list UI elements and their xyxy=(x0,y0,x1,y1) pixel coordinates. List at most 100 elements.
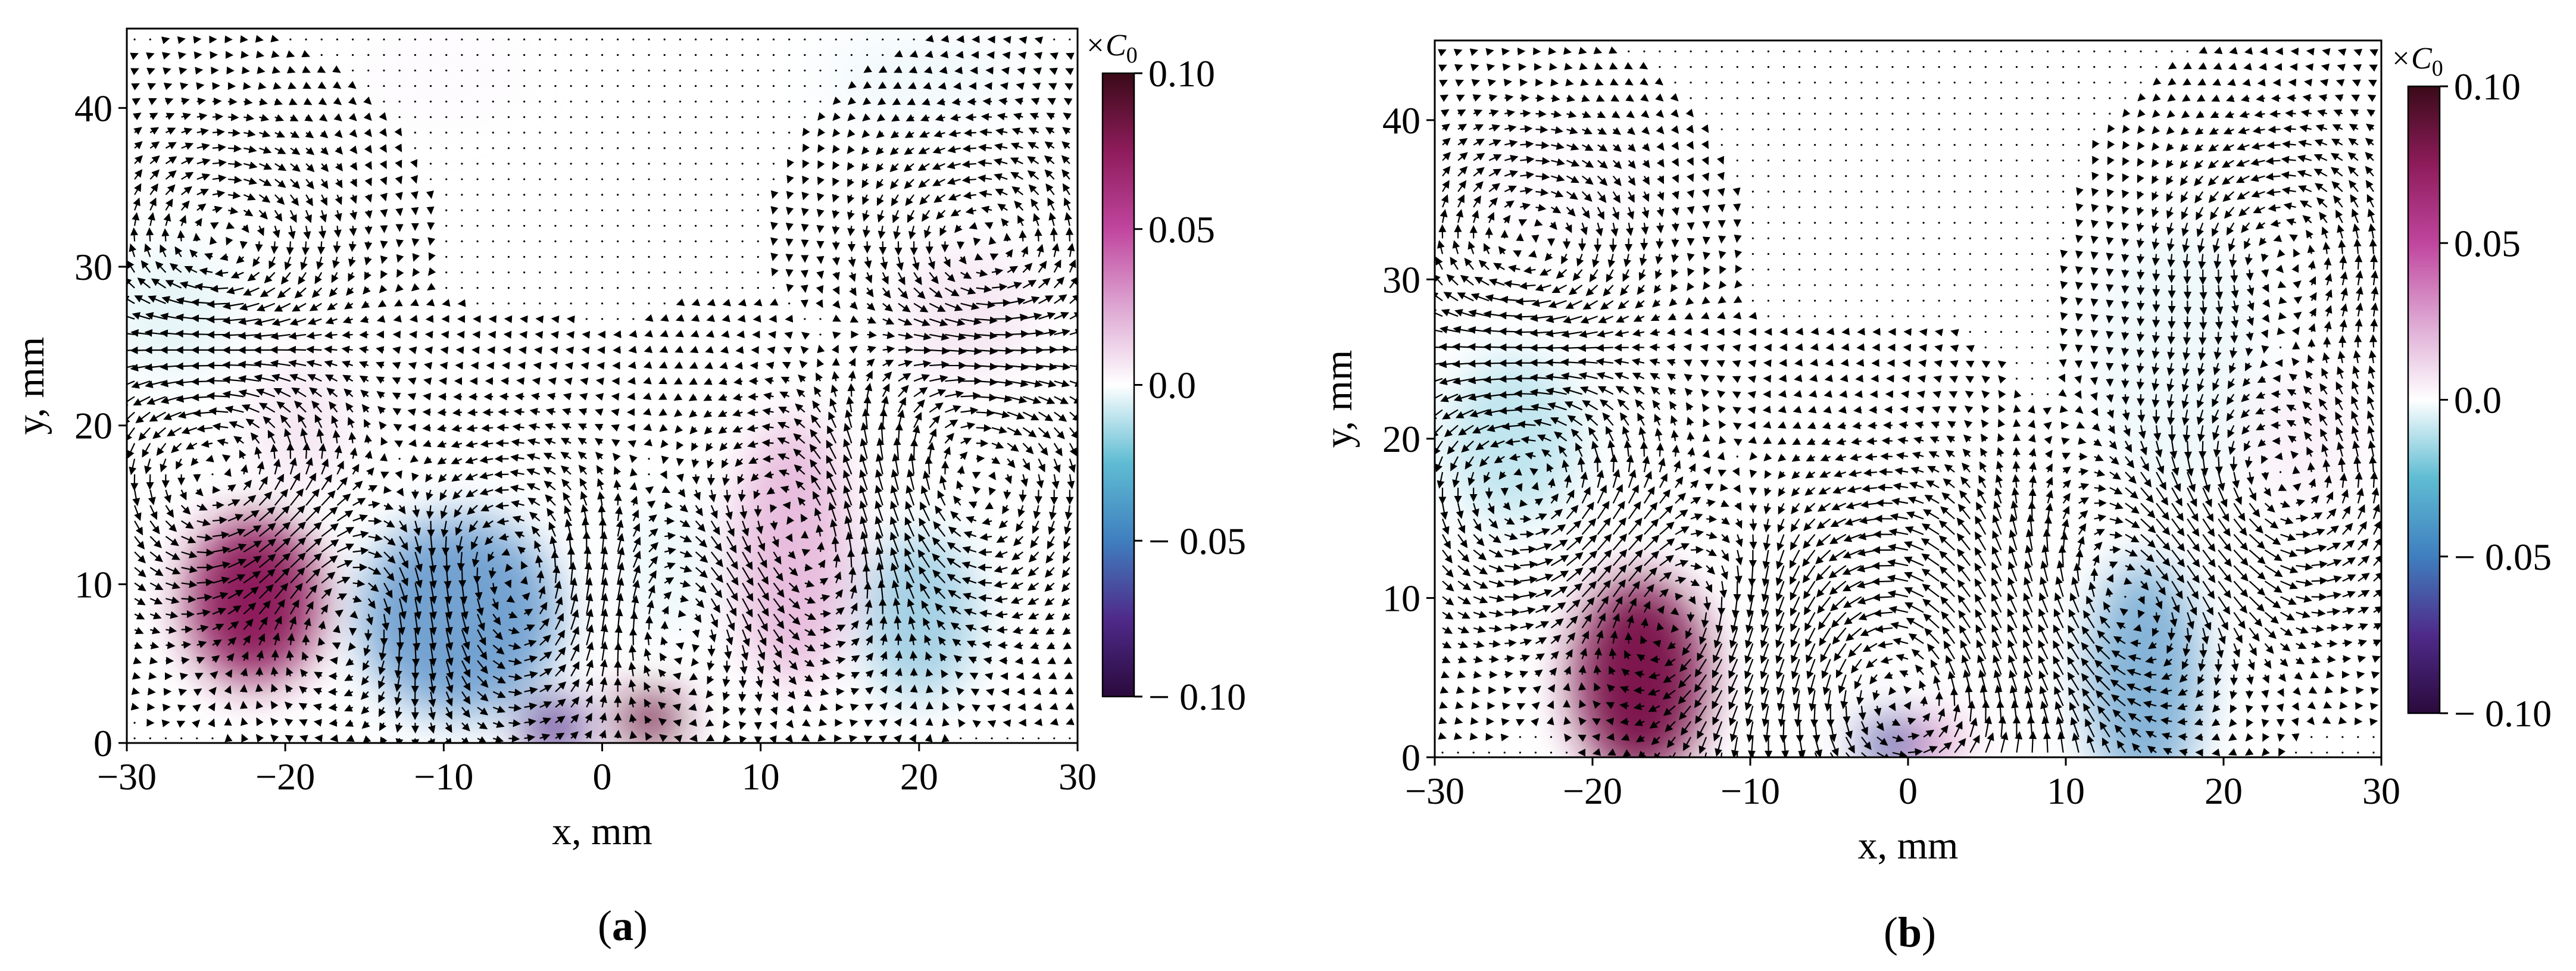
quiver-arrow xyxy=(1876,82,1878,84)
quiver-arrow xyxy=(2031,393,2034,395)
quiver-arrow xyxy=(679,178,682,180)
quiver-arrow xyxy=(1891,113,1894,115)
quiver-arrow xyxy=(1953,97,1956,99)
quiver-arrow xyxy=(148,672,157,680)
quiver-arrow xyxy=(163,82,173,90)
quiver-arrow xyxy=(617,209,619,211)
quiver-arrow xyxy=(617,224,619,227)
quiver-arrow xyxy=(663,302,666,305)
quiver-arrow xyxy=(1969,315,1971,317)
quiver-arrow xyxy=(1469,732,1478,741)
quiver-arrow xyxy=(181,157,194,165)
quiver-arrow xyxy=(991,737,993,739)
quiver-arrow xyxy=(1845,315,1847,317)
quiver-arrow xyxy=(212,159,227,167)
quiver-arrow xyxy=(1500,733,1509,742)
quiver-arrow xyxy=(2031,315,2034,317)
quiver-arrow xyxy=(1003,719,1011,728)
quiver-arrow xyxy=(1006,737,1008,739)
quiver-arrow xyxy=(196,189,209,196)
quiver-arrow xyxy=(149,155,160,164)
quiver-arrow xyxy=(1907,315,1909,317)
quiver-arrow xyxy=(1767,82,1770,84)
quiver-arrow xyxy=(679,132,682,134)
quiver-arrow xyxy=(147,83,157,90)
quiver-arrow xyxy=(233,436,244,444)
quiver-arrow xyxy=(1876,268,1878,271)
quiver-arrow xyxy=(1953,82,1956,84)
y-tick-label: 20 xyxy=(74,405,113,447)
quiver-arrow xyxy=(554,101,557,103)
quiver-arrow xyxy=(461,193,463,196)
quiver-arrow xyxy=(663,240,666,242)
quiver-arrow xyxy=(1891,284,1894,286)
quiver-arrow xyxy=(445,54,448,56)
quiver-arrow xyxy=(305,38,307,40)
quiver-arrow xyxy=(648,163,650,165)
quiver-arrow xyxy=(585,224,588,227)
quiver-arrow xyxy=(165,551,180,560)
quiver-arrow xyxy=(2075,329,2083,338)
quiver-arrow xyxy=(866,54,869,56)
quiver-arrow xyxy=(835,85,837,88)
quiver-arrow xyxy=(570,271,572,274)
quiver-arrow xyxy=(194,283,213,291)
quiver-arrow xyxy=(707,298,716,307)
quiver-arrow xyxy=(134,536,145,550)
quiver-arrow xyxy=(632,287,635,289)
quiver-arrow xyxy=(1782,237,1785,240)
quiver-arrow xyxy=(694,287,697,289)
quiver-arrow xyxy=(208,686,217,695)
quiver-arrow xyxy=(228,113,239,121)
quiver-arrow xyxy=(850,69,853,72)
quiver-arrow xyxy=(1907,159,1909,162)
quiver-arrow xyxy=(461,38,463,40)
quiver-arrow xyxy=(632,193,635,196)
quiver-arrow xyxy=(411,238,420,247)
quiver-arrow xyxy=(1767,237,1770,240)
quiver-arrow xyxy=(1860,128,1863,130)
quiver-arrow xyxy=(694,193,697,196)
quiver-arrow xyxy=(1829,97,1832,99)
quiver-arrow xyxy=(566,346,574,355)
quiver-arrow xyxy=(1907,128,1909,130)
quiver-arrow xyxy=(1767,143,1770,146)
quiver-arrow xyxy=(772,287,775,289)
quiver-arrow xyxy=(445,147,448,149)
quiver-arrow xyxy=(189,249,198,258)
quiver-arrow xyxy=(507,240,510,242)
quiver-arrow xyxy=(2124,82,2127,84)
quiver-arrow xyxy=(1938,284,1940,286)
quiver-arrow xyxy=(196,641,207,648)
quiver-arrow xyxy=(239,684,248,693)
quiver-arrow xyxy=(632,178,635,180)
quiver-arrow xyxy=(1891,159,1894,162)
quiver-arrow xyxy=(1938,237,1940,240)
quiver-arrow xyxy=(632,132,635,134)
quiver-arrow xyxy=(1687,432,1695,441)
quiver-arrow xyxy=(617,116,619,118)
quiver-arrow xyxy=(1619,701,1629,710)
quiver-arrow xyxy=(165,170,177,180)
quiver-arrow xyxy=(1876,237,1878,240)
quiver-arrow xyxy=(137,277,151,289)
quiver-arrow xyxy=(476,193,479,196)
quiver-arrow xyxy=(1876,191,1878,193)
quiver-arrow xyxy=(1471,701,1480,710)
quiver-arrow xyxy=(585,132,588,134)
quiver-arrow xyxy=(461,240,463,242)
quiver-arrow xyxy=(1814,268,1816,271)
quiver-arrow xyxy=(492,101,494,103)
quiver-arrow xyxy=(772,101,775,103)
quiver-arrow xyxy=(627,377,636,385)
quiver-arrow xyxy=(1953,113,1956,115)
quiver-arrow xyxy=(1953,65,1956,68)
quiver-arrow xyxy=(741,116,744,118)
quiver-arrow xyxy=(1034,228,1042,242)
quiver-arrow xyxy=(710,224,713,227)
quiver-arrow xyxy=(523,209,526,211)
quiver-arrow xyxy=(2031,299,2034,302)
quiver-arrow xyxy=(461,163,463,165)
quiver-arrow xyxy=(1798,284,1801,286)
quiver-arrow xyxy=(710,287,713,289)
